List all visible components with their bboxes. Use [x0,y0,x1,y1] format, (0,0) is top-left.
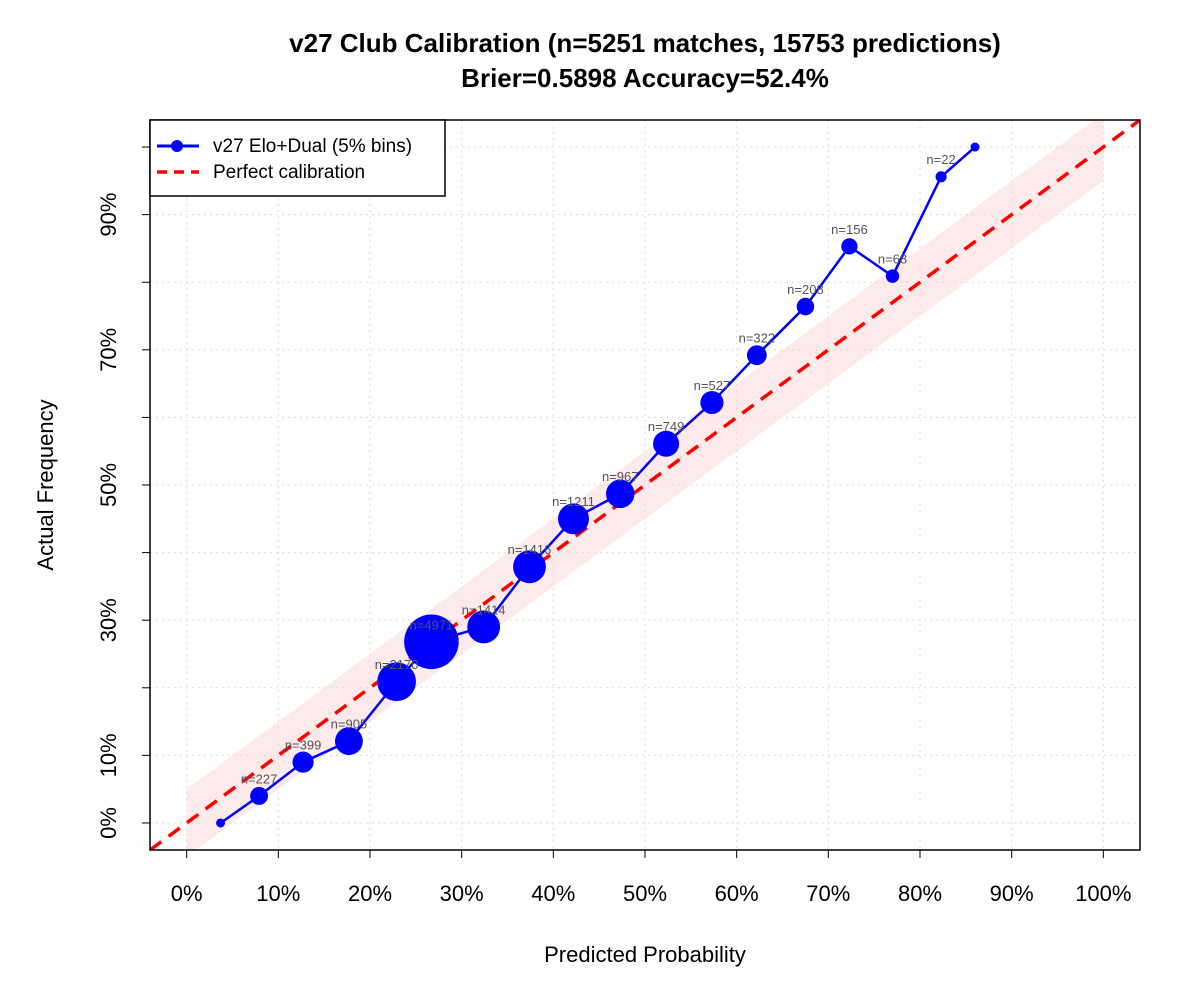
data-label: n=22 [926,152,955,167]
x-tick-label: 60% [715,881,759,906]
point [605,479,635,509]
data-label: n=4971 [410,617,454,632]
y-axis-label: Actual Frequency [33,399,58,570]
point [558,503,589,535]
x-tick-label: 80% [898,881,942,906]
point [700,390,724,415]
x-tick-label: 0% [171,881,203,906]
x-tick-label: 20% [348,881,392,906]
point [885,269,900,283]
data-label: n=2170 [375,657,419,672]
point [746,345,767,366]
point [292,751,314,773]
data-label: n=156 [831,222,868,237]
calibration-band [186,120,1104,850]
data-label: n=749 [648,419,685,434]
x-tick-label: 70% [806,881,850,906]
plot-area [150,120,1140,850]
data-label: n=905 [331,717,368,732]
point [513,550,546,584]
point [334,727,363,756]
point [653,430,680,457]
legend-label: v27 Elo+Dual (5% bins) [213,136,412,157]
data-label: n=227 [241,771,278,786]
point [970,142,980,152]
data-label: n=1416 [508,542,552,557]
point [404,614,459,670]
reference-line [150,120,1140,850]
legend-label: Perfect calibration [213,162,365,183]
chart-subtitle: Brier=0.5898 Accuracy=52.4% [461,63,829,93]
point [841,238,858,255]
data-label: n=967 [602,469,639,484]
y-tick-label: 10% [96,733,121,777]
x-tick-label: 10% [256,881,300,906]
chart-title: v27 Club Calibration (n=5251 matches, 15… [289,28,1001,58]
data-label: n=322 [739,331,776,346]
x-tick-label: 40% [531,881,575,906]
point [377,662,416,702]
point [250,786,269,805]
data-label: n=68 [878,252,907,267]
x-tick-label: 30% [440,881,484,906]
y-tick-label: 70% [96,328,121,372]
legend-marker [171,140,183,152]
y-tick-label: 0% [96,807,121,839]
y-tick-label: 50% [96,463,121,507]
plot-frame [149,119,1141,851]
x-tick-label: 90% [990,881,1034,906]
point [216,818,226,828]
data-label: n=1414 [462,602,506,617]
y-tick-label: 30% [96,598,121,642]
x-tick-label: 50% [623,881,667,906]
point [467,610,501,644]
data-label: n=1211 [552,494,595,509]
data-label: n=399 [285,738,322,753]
y-tick-label: 90% [96,193,121,237]
data-label: n=208 [787,282,824,297]
point [796,297,815,316]
x-tick-label: 100% [1075,881,1131,906]
legend-box [149,119,446,197]
data-label: n=527 [694,378,731,393]
point [935,171,947,183]
x-axis-label: Predicted Probability [544,942,746,967]
